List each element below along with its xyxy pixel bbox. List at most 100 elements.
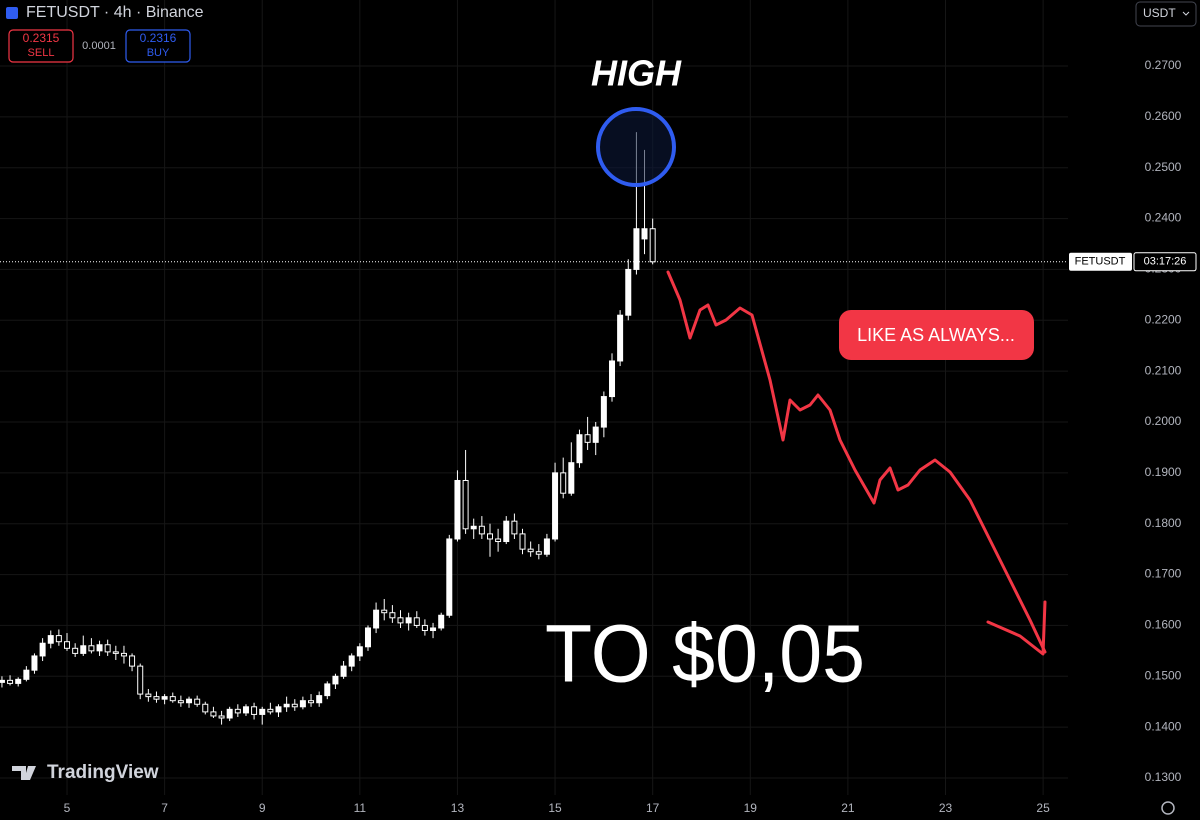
y-tick-label: 0.1900 — [1145, 465, 1182, 479]
brand-name: TradingView — [47, 762, 159, 783]
countdown-text: 03:17:26 — [1144, 256, 1187, 268]
candle-body — [495, 538, 502, 543]
x-tick-label: 21 — [841, 801, 855, 815]
sell-price: 0.2315 — [23, 31, 60, 45]
buy-label: BUY — [147, 47, 170, 59]
candle-body — [568, 462, 575, 494]
buy-price: 0.2316 — [140, 31, 177, 45]
currency-caret — [1182, 11, 1190, 16]
x-tick-label: 13 — [451, 801, 465, 815]
candle-body — [446, 538, 453, 616]
x-tick-label: 23 — [939, 801, 953, 815]
x-tick-label: 17 — [646, 801, 660, 815]
candle-body — [275, 706, 282, 713]
candle-body — [356, 646, 363, 657]
symbol-tag-text: FETUSDT — [1075, 256, 1126, 268]
candle-body — [397, 617, 404, 624]
candle-body — [617, 314, 624, 362]
candle-body — [340, 665, 347, 677]
forecast-path — [666, 270, 1047, 654]
candle-body — [15, 678, 22, 684]
candle-body — [308, 700, 315, 704]
brand-logo — [12, 766, 36, 780]
candle-body — [625, 268, 632, 316]
candle-body — [112, 651, 119, 654]
sell-button[interactable] — [8, 29, 74, 63]
candle-body — [454, 479, 461, 540]
y-tick-label: 0.1600 — [1145, 618, 1182, 632]
candle-body — [316, 695, 323, 704]
candle-body — [535, 551, 542, 555]
candle-body — [511, 520, 518, 535]
candles — [0, 132, 1068, 725]
sell-label: SELL — [28, 47, 55, 59]
candle-body — [430, 627, 437, 632]
y-tick-label: 0.2500 — [1145, 160, 1182, 174]
candle-body — [576, 434, 583, 464]
y-tick-label: 0.2600 — [1145, 109, 1182, 123]
candle-body — [80, 645, 87, 654]
y-tick-label: 0.2100 — [1145, 363, 1182, 377]
candle-body — [64, 641, 71, 649]
high-annotation: HIGH — [591, 53, 682, 94]
candle-body — [218, 715, 225, 719]
candle-body — [438, 614, 445, 629]
candle-body — [348, 655, 355, 667]
candle-body — [324, 683, 331, 697]
candle-body — [421, 624, 428, 632]
symbol-icon — [6, 7, 18, 19]
y-tick-label: 0.1500 — [1145, 668, 1182, 682]
candle-body — [519, 533, 526, 550]
x-tick-label: 25 — [1036, 801, 1050, 815]
symbol-tag — [1069, 252, 1132, 271]
candle-body — [226, 708, 233, 719]
candle-body — [161, 696, 168, 700]
candle-body — [96, 644, 103, 652]
candle-body — [381, 609, 388, 614]
spread: 0.0001 — [82, 40, 116, 52]
y-tick-label: 0.2000 — [1145, 414, 1182, 428]
candle-body — [373, 609, 380, 629]
candle-body — [39, 642, 46, 657]
candle-body — [177, 700, 184, 704]
callout-box — [839, 310, 1034, 360]
candle-body — [55, 635, 62, 643]
callout-text: LIKE AS ALWAYS... — [857, 325, 1015, 345]
candle-body — [31, 655, 38, 671]
candle-body — [584, 434, 591, 443]
candle-body — [283, 703, 290, 708]
x-tick-label: 9 — [259, 801, 266, 815]
candle-body — [210, 711, 217, 717]
y-tick-label: 0.2400 — [1145, 211, 1182, 225]
candle-body — [592, 426, 599, 443]
candle-body — [649, 228, 656, 263]
candle-body — [332, 675, 339, 685]
candle-body — [7, 679, 14, 684]
candle-body — [487, 533, 494, 540]
candle-body — [186, 698, 193, 704]
currency-select[interactable] — [1135, 1, 1197, 27]
candle-body — [470, 525, 477, 530]
candle-body — [291, 703, 298, 708]
candle-body — [0, 679, 5, 683]
candle-body — [462, 479, 469, 530]
y-tick-label: 0.1300 — [1145, 770, 1182, 784]
high-circle — [596, 107, 676, 187]
x-tick-label: 19 — [744, 801, 758, 815]
x-tick-label: 7 — [161, 801, 168, 815]
candle-body — [72, 647, 79, 654]
candle-body — [251, 706, 258, 715]
candle-body — [552, 472, 559, 540]
candle-body — [145, 693, 152, 698]
candle-body — [259, 708, 266, 715]
buy-button[interactable] — [125, 29, 191, 63]
candle-body — [23, 669, 30, 680]
x-tick-label: 5 — [64, 801, 71, 815]
candle-body — [169, 696, 176, 702]
target-annotation: TO $0,05 — [545, 609, 865, 700]
x-tick-label: 15 — [548, 801, 562, 815]
candle-body — [609, 360, 616, 398]
settings-icon[interactable] — [1161, 801, 1175, 815]
